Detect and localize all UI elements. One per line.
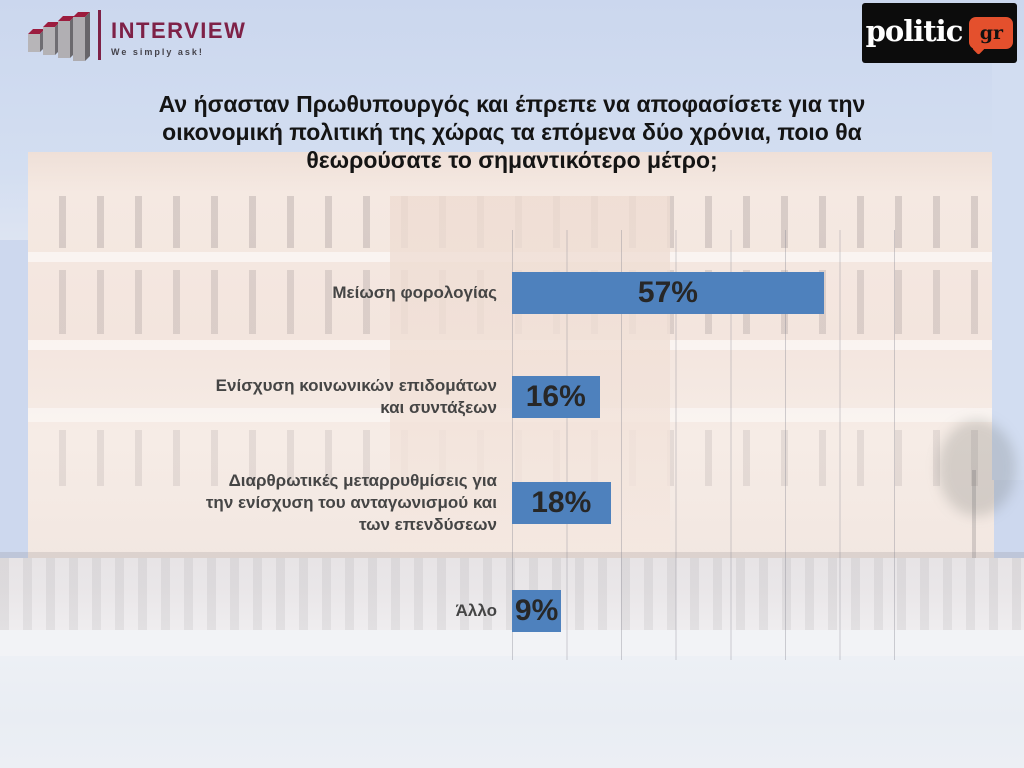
bar-value-label: 18% xyxy=(531,486,592,519)
background-wall-band xyxy=(0,630,1024,656)
bar-allo: 9% xyxy=(512,590,562,632)
politic-logo-name: politic xyxy=(865,13,964,48)
background-tree xyxy=(938,420,1016,516)
category-label: Άλλο xyxy=(455,601,497,620)
interview-logo: INTERVIEW We simply ask! xyxy=(28,10,246,62)
chart-row: Ενίσχυση κοινωνικών επιδομάτων και συντά… xyxy=(0,376,1024,418)
bar-diarthrotikes-metarrythmiseis: 18% xyxy=(512,482,611,524)
politic-logo: politic gr xyxy=(862,3,1017,63)
background-pavement xyxy=(0,656,1024,768)
logo-divider xyxy=(98,10,101,60)
politic-gr-badge: gr xyxy=(969,17,1014,49)
bar-value-label: 9% xyxy=(514,594,559,627)
chart-row: Άλλο 9% xyxy=(0,590,1024,632)
politic-badge-label: gr xyxy=(979,21,1003,44)
category-label: Διαρθρωτικές μεταρρυθμίσεις για την ενίσ… xyxy=(205,471,497,534)
interview-logo-name: INTERVIEW xyxy=(111,18,247,43)
poll-question-title: Αν ήσασταν Πρωθυπουργός και έπρεπε να απ… xyxy=(158,91,866,173)
chart-row: Μείωση φορολογίας 57% xyxy=(0,272,1024,314)
category-label: Μείωση φορολογίας xyxy=(332,283,497,302)
bar-value-label: 16% xyxy=(525,380,586,413)
chart-row: Διαρθρωτικές μεταρρυθμίσεις για την ενίσ… xyxy=(0,471,1024,534)
category-label: Ενίσχυση κοινωνικών επιδομάτων και συντά… xyxy=(215,376,497,417)
background-tree-trunk xyxy=(972,470,976,558)
bar-meiosi-forologias: 57% xyxy=(512,272,824,314)
background-fence-line xyxy=(0,552,1024,558)
bar-value-label: 57% xyxy=(637,276,698,309)
bar-chart-3d-icon xyxy=(28,12,90,61)
interview-logo-tagline: We simply ask! xyxy=(111,47,204,57)
background-sky xyxy=(992,60,1024,480)
bar-enischysi-epidomaton: 16% xyxy=(512,376,600,418)
